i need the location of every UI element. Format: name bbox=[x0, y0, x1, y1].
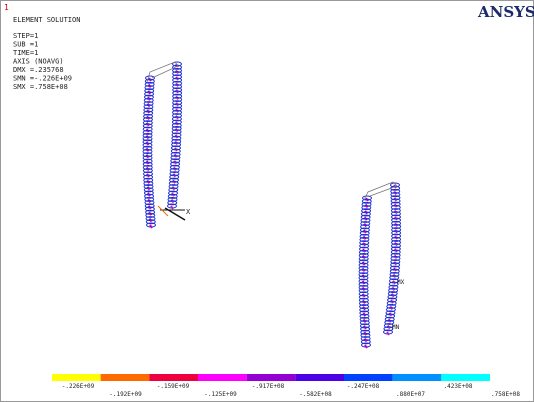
info-line: SMX =.758E+08 bbox=[13, 83, 68, 91]
window-number: 1 bbox=[4, 3, 9, 12]
info-line: DMX =.235768 bbox=[13, 66, 64, 74]
legend-swatch bbox=[344, 374, 393, 381]
legend-swatch bbox=[295, 374, 344, 381]
legend-label: .423E+08 bbox=[444, 383, 473, 390]
min-marker: MN bbox=[392, 324, 400, 331]
legend-swatch bbox=[441, 374, 490, 381]
info-line: STEP=1 bbox=[13, 32, 38, 40]
max-marker: MX bbox=[397, 279, 405, 286]
info-line: SUB =1 bbox=[13, 41, 38, 49]
legend-swatch bbox=[52, 374, 101, 381]
legend-label: -.247E+08 bbox=[347, 383, 380, 390]
legend-label: -.582E+08 bbox=[299, 391, 332, 398]
ansys-viewport: 1 ELEMENT SOLUTION ANSYS X MX MN -.226E+… bbox=[0, 0, 534, 402]
legend-label: -.917E+08 bbox=[252, 383, 285, 390]
info-line: AXIS (NOAVG) bbox=[13, 58, 64, 66]
legend-swatch bbox=[149, 374, 198, 381]
legend-label: -.226E+09 bbox=[62, 383, 95, 390]
legend-label: .880E+07 bbox=[396, 391, 425, 398]
info-title: ELEMENT SOLUTION bbox=[13, 16, 80, 24]
legend-swatch bbox=[198, 374, 247, 381]
legend-label: -.159E+09 bbox=[157, 383, 190, 390]
info-line: SMN =-.226E+09 bbox=[13, 75, 72, 83]
frame bbox=[1, 1, 534, 402]
legend-label: -.125E+09 bbox=[204, 391, 237, 398]
legend-label: -.192E+09 bbox=[109, 391, 142, 398]
legend-label: .758E+08 bbox=[491, 391, 520, 398]
legend-swatch bbox=[101, 374, 150, 381]
info-line: TIME=1 bbox=[13, 49, 38, 57]
legend-swatch bbox=[247, 374, 296, 381]
legend-swatch bbox=[393, 374, 442, 381]
logo: ANSYS bbox=[477, 3, 534, 21]
